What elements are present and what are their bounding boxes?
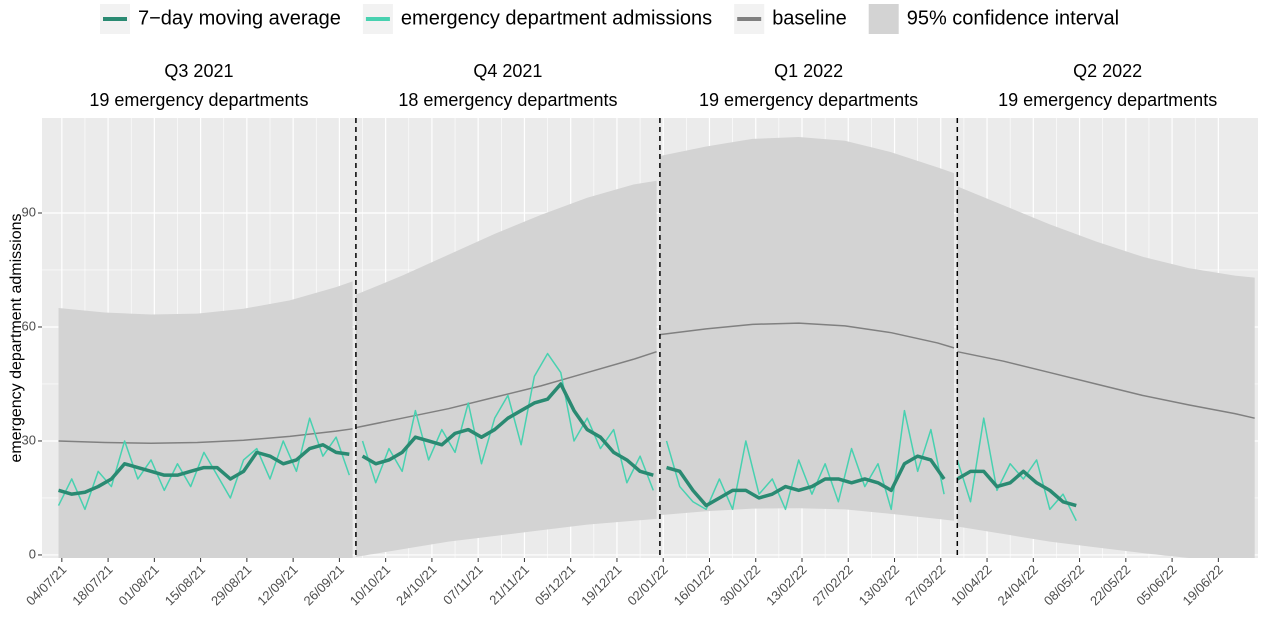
- y-tick-label: 30: [22, 432, 36, 447]
- panel-subtitle: 18 emergency departments: [398, 90, 617, 110]
- line-series: [956, 469, 1077, 508]
- x-tick-label: 02/01/22: [624, 562, 670, 608]
- line-series: [58, 428, 353, 444]
- plot-area: [57, 136, 1255, 558]
- x-tick-label: 16/01/22: [671, 562, 717, 608]
- y-tick-label: 90: [22, 204, 36, 219]
- x-tick-label: 27/02/22: [809, 562, 855, 608]
- y-tick-label: 60: [22, 318, 36, 333]
- y-tick-label: 0: [29, 546, 36, 561]
- line-series: [361, 382, 654, 477]
- legend-label: baseline: [772, 7, 847, 29]
- confidence-band: [355, 180, 657, 557]
- panel-title: Q2 2022: [1073, 61, 1142, 81]
- x-tick-label: 22/05/22: [1087, 562, 1133, 608]
- confidence-band: [659, 136, 954, 521]
- x-tick-label: 08/05/22: [1041, 562, 1087, 608]
- legend-label: emergency department admissions: [401, 7, 712, 29]
- x-tick-label: 30/01/22: [717, 562, 763, 608]
- x-tick-label: 13/03/22: [856, 562, 902, 608]
- line-series: [659, 322, 955, 349]
- x-tick-label: 24/04/22: [994, 562, 1040, 608]
- x-tick-label: 07/11/21: [440, 562, 486, 608]
- confidence-band: [58, 281, 353, 558]
- legend-label: 7−day moving average: [138, 7, 341, 29]
- x-tick-label: 01/08/21: [116, 562, 162, 608]
- x-tick-label: 10/10/21: [347, 562, 393, 608]
- confidence-band: [957, 186, 1255, 558]
- x-tick-label: 13/02/22: [763, 562, 809, 608]
- line-series: [665, 409, 945, 511]
- x-tick-label: 15/08/21: [162, 562, 208, 608]
- legend-key: [868, 4, 899, 34]
- x-tick-label: 05/06/22: [1133, 562, 1179, 608]
- x-tick-label: 29/08/21: [208, 562, 254, 608]
- panel-subtitle: 19 emergency departments: [89, 90, 308, 110]
- line-series: [355, 350, 657, 429]
- x-tick-label: 04/07/21: [23, 562, 69, 608]
- line-series: [58, 443, 350, 496]
- x-tick-label: 05/12/21: [532, 562, 578, 608]
- panel-title: Q4 2021: [473, 61, 542, 81]
- legend-label: 95% confidence interval: [907, 7, 1119, 29]
- panel-subtitle: 19 emergency departments: [998, 90, 1217, 110]
- x-tick-label: 26/09/21: [301, 562, 347, 608]
- x-tick-label: 19/12/21: [578, 562, 624, 608]
- x-tick-label: 10/04/22: [948, 562, 994, 608]
- x-tick-label: 24/10/21: [393, 562, 439, 608]
- x-tick-label: 21/11/21: [486, 562, 532, 608]
- panel-title: Q1 2022: [774, 61, 843, 81]
- line-series: [956, 417, 1077, 522]
- line-series: [957, 350, 1255, 419]
- x-tick-label: 27/03/22: [902, 562, 948, 608]
- line-series: [666, 454, 946, 508]
- y-axis-title: emergency department admissions: [8, 213, 25, 462]
- panel-title: Q3 2021: [164, 61, 233, 81]
- x-tick-label: 12/09/21: [254, 562, 300, 608]
- x-tick-label: 18/07/21: [69, 562, 115, 608]
- panel-subtitle: 19 emergency departments: [699, 90, 918, 110]
- x-tick-label: 19/06/22: [1180, 562, 1226, 608]
